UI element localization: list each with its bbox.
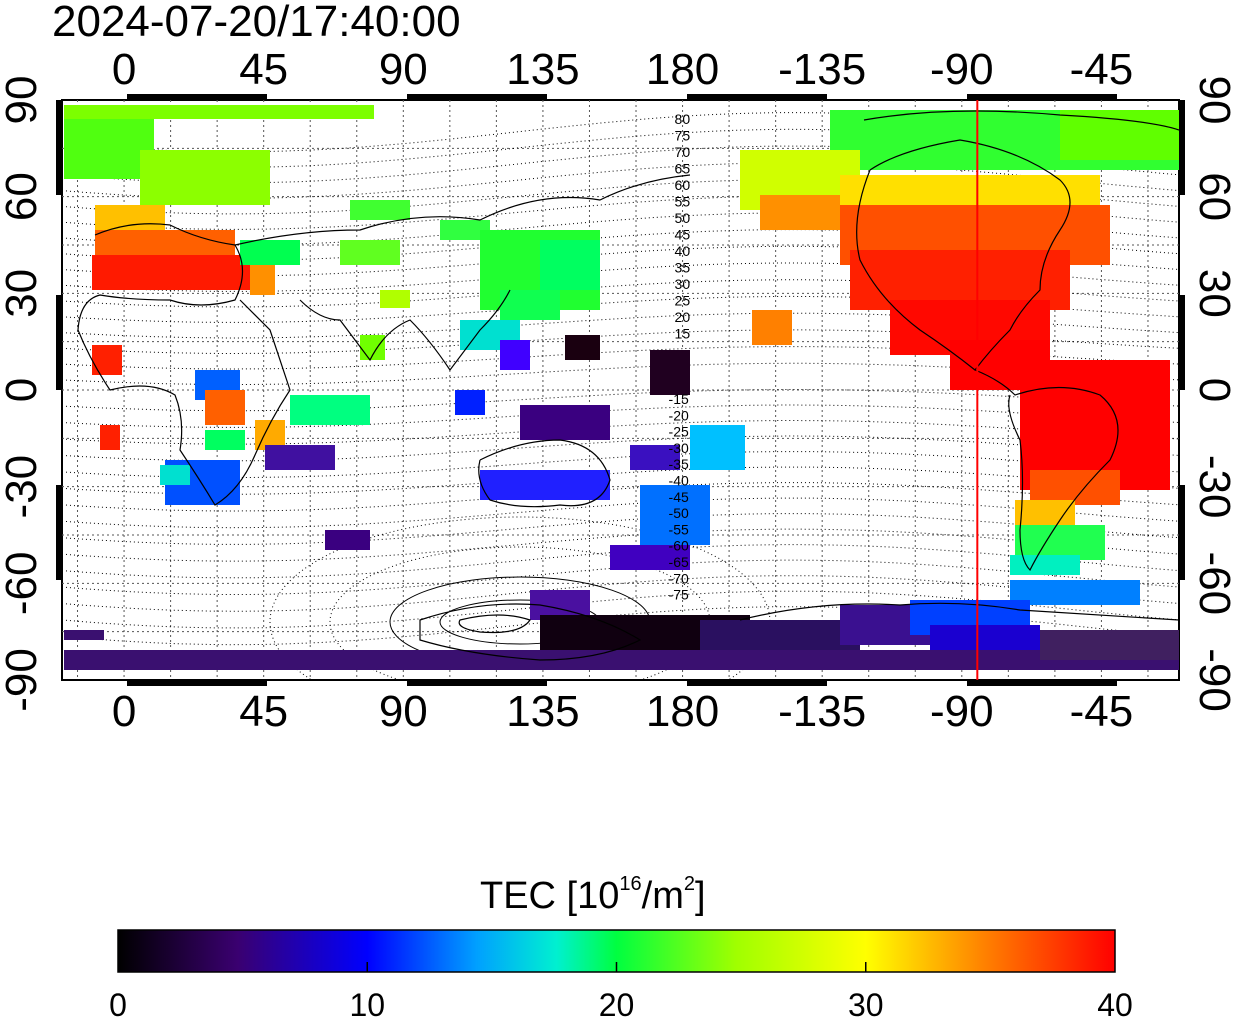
colorbar-tick-label: 40 — [1097, 987, 1133, 1021]
colorbar-tick-label: 10 — [349, 987, 385, 1021]
longitude-tick-label: 135 — [506, 45, 579, 94]
magnetic-latitude-label: -25 — [669, 424, 689, 440]
longitude-tick-label: 90 — [379, 687, 428, 736]
latitude-tick-label: 0 — [1190, 378, 1235, 402]
top-longitude-ticks: 0 45 90 135 180 -135 -90 -45 — [112, 45, 1133, 94]
longitude-tick-label: 45 — [239, 687, 288, 736]
magnetic-latitude-label: -50 — [669, 505, 689, 521]
longitude-tick-label: -45 — [1070, 687, 1134, 736]
magnetic-latitude-label: -40 — [669, 473, 689, 489]
magnetic-latitude-label: 25 — [675, 293, 691, 309]
colorbar-tick-label: 0 — [109, 987, 127, 1021]
magnetic-latitude-label: 20 — [675, 309, 691, 325]
latitude-tick-label: 0 — [0, 378, 46, 402]
latitude-tick-label: -30 — [1190, 455, 1235, 519]
magnetic-latitude-label: -60 — [669, 538, 689, 554]
latitude-tick-label: 90 — [1190, 76, 1235, 125]
magnetic-latitude-label: 55 — [675, 194, 691, 210]
latitude-tick-label: 60 — [0, 172, 46, 221]
latitude-tick-label: -60 — [0, 552, 46, 616]
longitude-tick-label: 135 — [506, 687, 579, 736]
magnetic-latitude-label: 65 — [675, 161, 691, 177]
longitude-tick-label: 90 — [379, 45, 428, 94]
longitude-tick-label: -135 — [778, 687, 866, 736]
magnetic-latitude-label: -75 — [669, 587, 689, 603]
longitude-tick-label: -90 — [930, 687, 994, 736]
magnetic-latitude-label: 15 — [675, 326, 691, 342]
latitude-tick-label: -90 — [1190, 648, 1235, 712]
longitude-tick-label: 180 — [646, 687, 719, 736]
magnetic-latitude-label: -70 — [669, 570, 689, 586]
longitude-tick-label: 180 — [646, 45, 719, 94]
latitude-tick-label: -90 — [0, 648, 46, 712]
left-latitude-ticks: 90 60 30 0 -30 -60 -90 — [0, 76, 46, 712]
longitude-tick-label: -135 — [778, 45, 866, 94]
longitude-tick-label: -90 — [930, 45, 994, 94]
colorbar: TEC [1016/m2] 0 10 20 30 40 — [109, 873, 1133, 1021]
magnetic-latitude-label: 30 — [675, 276, 691, 292]
latitude-tick-label: -30 — [0, 455, 46, 519]
magnetic-latitude-label: -65 — [669, 554, 689, 570]
magnetic-latitude-label: 60 — [675, 177, 691, 193]
magnetic-latitude-label: 75 — [675, 128, 691, 144]
longitude-tick-label: -45 — [1070, 45, 1134, 94]
magnetic-latitude-label: -35 — [669, 456, 689, 472]
magnetic-latitude-label: 45 — [675, 227, 691, 243]
map-area — [62, 100, 1179, 680]
latitude-tick-label: 30 — [1190, 269, 1235, 318]
magnetic-latitude-label: 70 — [675, 144, 691, 160]
colorbar-ticks: 0 10 20 30 40 — [109, 962, 1133, 1021]
colorbar-tick-label: 20 — [599, 987, 635, 1021]
timestamp-title: 2024-07-20/17:40:00 — [52, 0, 461, 46]
axis-tick-bars — [56, 94, 1185, 686]
magnetic-latitude-label: -55 — [669, 521, 689, 537]
tec-data-patches — [64, 105, 1179, 670]
magnetic-latitude-label: 40 — [675, 243, 691, 259]
magnetic-latitude-label: 50 — [675, 210, 691, 226]
longitude-tick-label: 45 — [239, 45, 288, 94]
magnetic-latitude-label: -45 — [669, 489, 689, 505]
longitude-tick-label: 0 — [112, 687, 136, 736]
latitude-tick-label: 30 — [0, 269, 46, 318]
magnetic-latitude-label: 35 — [675, 260, 691, 276]
magnetic-latitude-label: 80 — [675, 111, 691, 127]
coastlines — [77, 110, 1179, 661]
bottom-longitude-ticks: 0 45 90 135 180 -135 -90 -45 — [112, 687, 1133, 736]
magnetic-latitude-label: -20 — [669, 407, 689, 423]
longitude-tick-label: 0 — [112, 45, 136, 94]
magnetic-latitude-label: -30 — [669, 440, 689, 456]
latitude-tick-label: 60 — [1190, 172, 1235, 221]
colorbar-title: TEC [1016/m2] — [480, 873, 706, 917]
colorbar-tick-label: 30 — [848, 987, 884, 1021]
latitude-tick-label: 90 — [0, 76, 46, 125]
magnetic-latitude-label: -15 — [669, 391, 689, 407]
latitude-tick-label: -60 — [1190, 552, 1235, 616]
right-latitude-ticks: 90 60 30 0 -30 -60 -90 — [1190, 76, 1235, 712]
